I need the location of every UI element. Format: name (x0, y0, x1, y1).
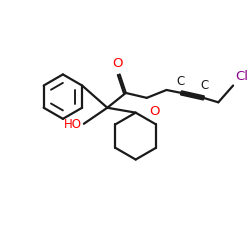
Text: HO: HO (64, 118, 82, 132)
Text: Cl: Cl (235, 70, 248, 83)
Text: C: C (176, 74, 184, 88)
Text: O: O (150, 105, 160, 118)
Text: C: C (200, 80, 209, 92)
Text: O: O (112, 57, 122, 70)
